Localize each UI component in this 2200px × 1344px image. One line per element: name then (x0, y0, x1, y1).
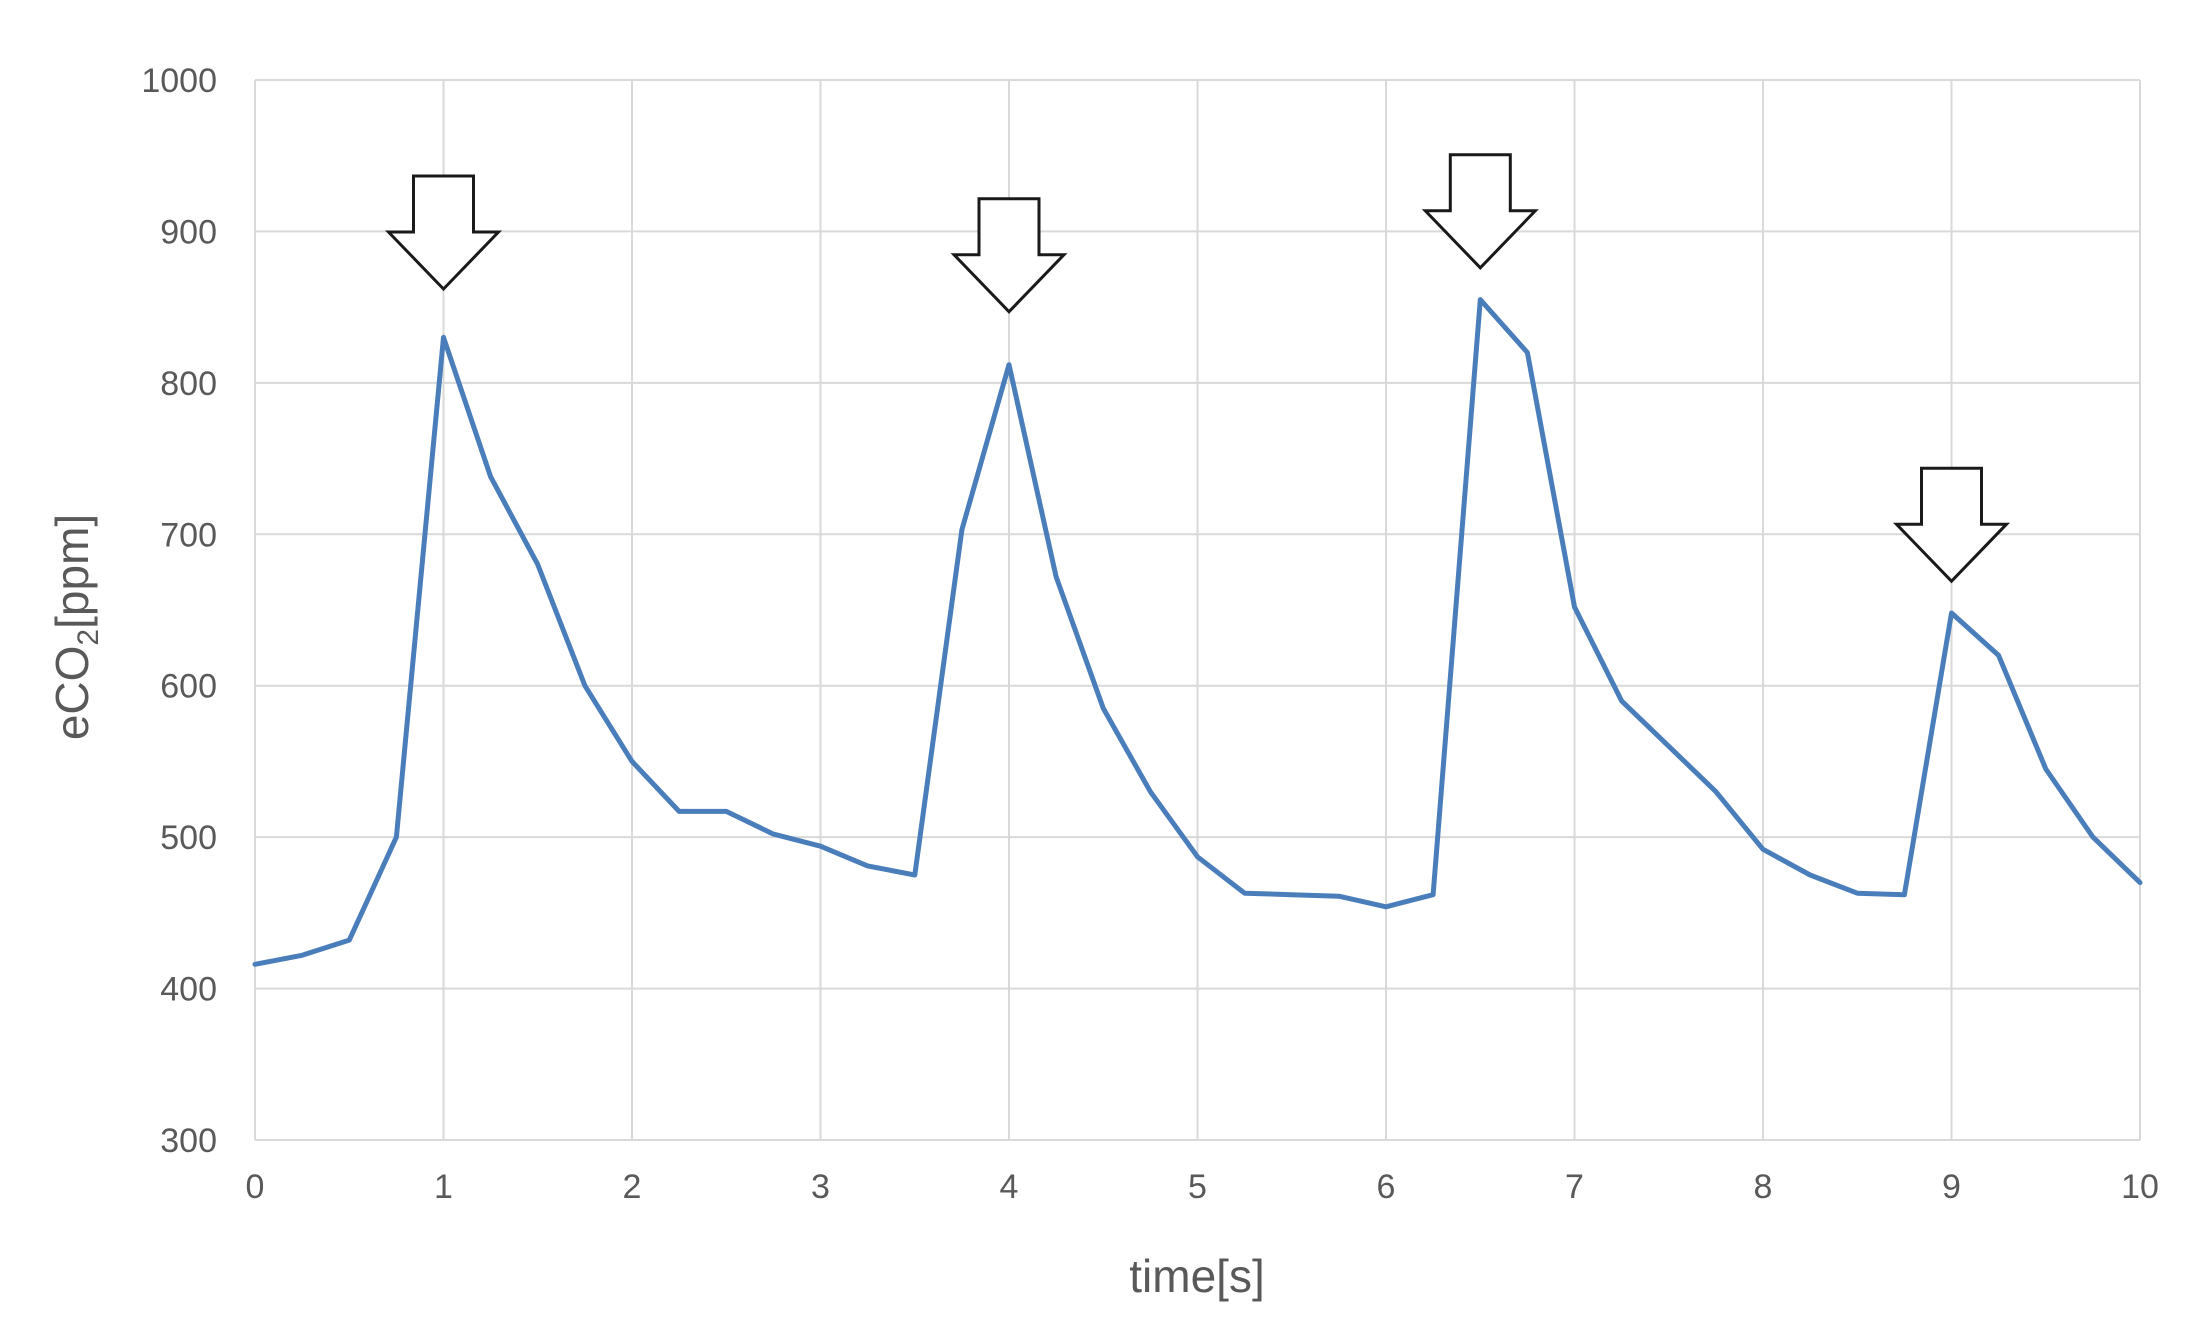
annotation-arrows (384, 153, 2011, 584)
x-tick-label: 8 (1754, 1168, 1773, 1206)
x-tick-label: 3 (811, 1168, 830, 1206)
y-tick-label: 600 (160, 668, 217, 706)
down-arrow-annotation-2 (1421, 153, 1539, 270)
y-axis-title-suffix: [ppm] (46, 514, 98, 629)
y-axis-title: eCO2[ppm] (46, 514, 105, 740)
down-arrow-annotation-1 (950, 197, 1068, 314)
x-tick-labels: 0 1 2 3 4 5 6 7 8 9 10 (246, 1168, 2159, 1206)
x-tick-label: 5 (1188, 1168, 1207, 1206)
y-tick-label: 1000 (141, 62, 217, 100)
x-axis-title: time[s] (1129, 1250, 1264, 1302)
x-tick-label: 4 (1000, 1168, 1019, 1206)
y-tick-label: 300 (160, 1122, 217, 1160)
x-tick-label: 1 (434, 1168, 453, 1206)
y-tick-label: 500 (160, 819, 217, 857)
y-axis-title-subscript: 2 (72, 629, 105, 646)
x-tick-label: 7 (1565, 1168, 1584, 1206)
series-line-0 (252, 297, 2143, 967)
down-arrow-annotation-3 (1892, 466, 2011, 584)
x-tick-label: 10 (2121, 1168, 2159, 1206)
y-tick-labels: 300 400 500 600 700 800 900 1000 (141, 62, 217, 1160)
down-arrow-annotation-0 (384, 174, 503, 292)
x-tick-label: 2 (623, 1168, 642, 1206)
y-tick-label: 800 (160, 365, 217, 403)
data-series (252, 297, 2143, 967)
y-tick-label: 900 (160, 213, 217, 251)
y-tick-label: 400 (160, 971, 217, 1009)
x-tick-label: 6 (1377, 1168, 1396, 1206)
y-tick-label: 700 (160, 516, 217, 554)
y-axis-title-prefix: eCO (46, 646, 98, 741)
grid-lines (254, 79, 2141, 1141)
x-tick-label: 9 (1942, 1168, 1961, 1206)
x-tick-label: 0 (246, 1168, 265, 1206)
